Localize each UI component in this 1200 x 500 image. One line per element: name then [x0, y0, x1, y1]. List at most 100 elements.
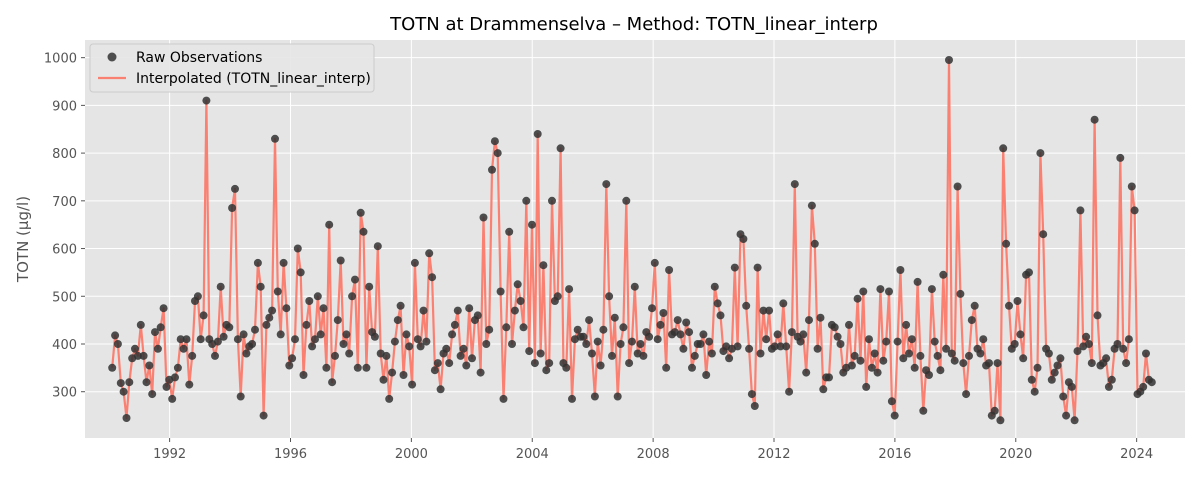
- raw-observation-point: [776, 342, 785, 351]
- raw-observation-point: [185, 380, 194, 389]
- raw-observation-point: [953, 182, 962, 191]
- raw-observation-point: [145, 361, 154, 370]
- raw-observation-point: [342, 330, 351, 339]
- raw-observation-point: [265, 313, 274, 322]
- raw-observation-point: [485, 325, 494, 334]
- raw-observation-point: [573, 325, 582, 334]
- raw-observation-point: [927, 285, 936, 294]
- raw-observation-point: [648, 304, 656, 313]
- y-tick-label: 500: [52, 290, 77, 305]
- y-tick-label: 400: [52, 338, 77, 353]
- raw-observation-point: [393, 316, 402, 325]
- raw-observation-point: [568, 394, 576, 403]
- raw-observation-point: [305, 297, 314, 305]
- raw-observation-point: [882, 337, 891, 346]
- raw-observation-point: [545, 359, 554, 368]
- raw-observation-point: [153, 344, 162, 353]
- raw-observation-point: [1084, 340, 1093, 348]
- raw-observation-point: [396, 301, 405, 310]
- raw-observation-point: [422, 337, 431, 346]
- raw-observation-point: [613, 392, 622, 401]
- raw-observation-point: [1050, 368, 1059, 377]
- raw-observation-point: [299, 371, 308, 379]
- raw-observation-points: [108, 56, 1156, 425]
- raw-observation-point: [1010, 340, 1019, 348]
- raw-observation-point: [565, 285, 574, 294]
- raw-observation-point: [193, 292, 202, 301]
- raw-observation-point: [319, 304, 328, 313]
- x-tick-label: 2024: [1120, 447, 1153, 462]
- raw-observation-point: [136, 320, 145, 329]
- raw-observation-point: [867, 363, 876, 372]
- raw-observation-point: [1116, 153, 1125, 162]
- raw-observation-point: [887, 397, 896, 406]
- raw-observation-point: [1104, 382, 1113, 391]
- raw-observation-point: [302, 320, 311, 329]
- raw-observation-point: [236, 392, 245, 401]
- raw-observation-point: [650, 258, 659, 267]
- raw-observation-point: [513, 280, 522, 289]
- raw-observation-point: [413, 335, 422, 344]
- raw-observation-point: [1059, 392, 1068, 401]
- raw-observation-point: [333, 316, 342, 325]
- raw-observation-point: [1013, 297, 1022, 305]
- raw-observation-point: [1127, 182, 1136, 191]
- raw-observation-point: [476, 368, 485, 377]
- raw-observation-point: [870, 349, 879, 358]
- raw-observation-point: [770, 342, 779, 351]
- chart-title: TOTN at Drammenselva – Method: TOTN_line…: [389, 14, 878, 35]
- y-tick-label: 600: [52, 243, 77, 258]
- raw-observation-point: [273, 287, 282, 296]
- raw-observation-point: [462, 361, 471, 370]
- raw-observation-point: [148, 390, 157, 399]
- raw-observation-point: [850, 351, 859, 360]
- raw-observation-point: [353, 363, 362, 372]
- raw-observation-point: [608, 351, 616, 360]
- raw-observation-point: [713, 299, 722, 308]
- legend: Raw Observations Interpolated (TOTN_line…: [89, 43, 375, 93]
- raw-observation-point: [419, 306, 428, 315]
- raw-observation-point: [1139, 382, 1148, 391]
- raw-observation-point: [262, 320, 271, 329]
- x-axis-ticks: 1992 1996 2000 2004 2008 2012 2016 2020 2024: [153, 438, 1153, 462]
- raw-observation-point: [296, 268, 305, 277]
- raw-observation-point: [962, 390, 971, 399]
- y-tick-label: 300: [52, 386, 77, 401]
- raw-observation-point: [1107, 375, 1116, 384]
- raw-observation-point: [1025, 268, 1033, 277]
- raw-observation-point: [990, 406, 999, 415]
- raw-observation-point: [819, 385, 828, 394]
- raw-observation-point: [459, 344, 468, 353]
- raw-observation-point: [959, 359, 968, 368]
- raw-observation-point: [645, 332, 654, 341]
- raw-observation-point: [119, 387, 128, 396]
- raw-observation-point: [436, 385, 445, 394]
- raw-observation-point: [182, 335, 191, 344]
- raw-observation-point: [453, 306, 462, 315]
- raw-observation-point: [168, 394, 177, 403]
- raw-observation-point: [1036, 149, 1045, 158]
- raw-observation-point: [602, 180, 611, 189]
- raw-observation-point: [853, 294, 862, 303]
- raw-observation-point: [1033, 363, 1042, 372]
- raw-observation-point: [253, 258, 262, 267]
- raw-observation-point: [1124, 335, 1133, 344]
- raw-observation-point: [730, 263, 739, 272]
- raw-observation-point: [985, 359, 993, 368]
- raw-observation-point: [599, 325, 608, 334]
- raw-observation-point: [219, 332, 228, 341]
- raw-observation-point: [433, 359, 442, 368]
- plot-area: [85, 40, 1185, 438]
- raw-observation-point: [665, 266, 674, 274]
- raw-observation-point: [445, 359, 454, 368]
- raw-observation-point: [331, 351, 339, 360]
- raw-observation-point: [276, 330, 285, 339]
- x-tick-label: 2004: [516, 447, 549, 462]
- raw-observation-point: [856, 356, 865, 365]
- raw-observation-point: [510, 306, 519, 315]
- raw-observation-point: [408, 380, 417, 389]
- raw-observation-point: [628, 337, 636, 346]
- raw-observation-point: [659, 309, 668, 317]
- raw-observation-point: [1073, 347, 1082, 356]
- raw-observation-point: [179, 344, 188, 353]
